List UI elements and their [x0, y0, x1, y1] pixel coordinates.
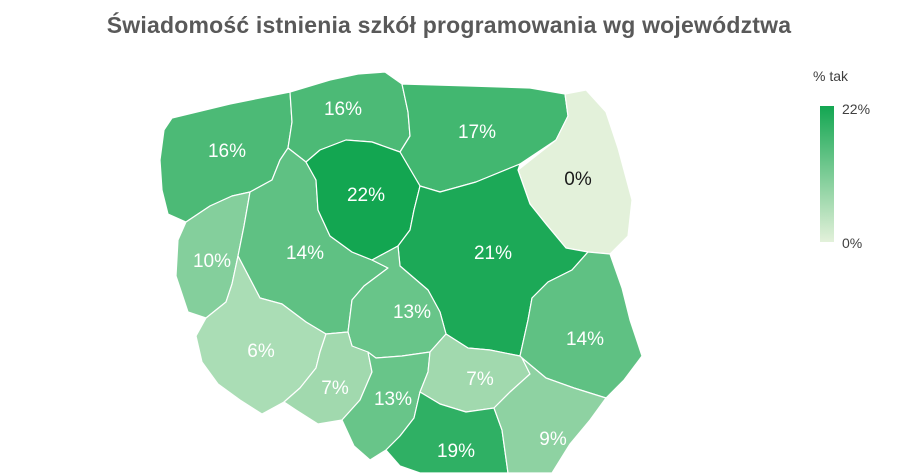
legend-title: % tak: [813, 68, 849, 84]
label-lubuskie: 10%: [193, 251, 231, 272]
label-opolskie: 7%: [321, 378, 349, 399]
region-malopolskie[interactable]: [385, 391, 509, 473]
label-malopolskie: 19%: [437, 441, 475, 462]
legend-max-label: 22%: [842, 101, 871, 117]
label-zachodniopomorskie: 16%: [208, 141, 246, 162]
label-lodzkie: 13%: [393, 302, 431, 323]
label-swietokrzyskie: 7%: [466, 369, 494, 390]
label-pomorskie: 16%: [324, 99, 362, 120]
label-mazowieckie: 21%: [474, 243, 512, 264]
label-lubelskie: 14%: [566, 329, 604, 350]
label-warminsko-mazurskie: 17%: [458, 122, 496, 143]
label-podkarpackie: 9%: [539, 429, 567, 450]
legend-min-label: 0%: [842, 235, 863, 251]
legend-color-scale: [820, 106, 834, 242]
label-wielkopolskie: 14%: [286, 243, 324, 264]
page-title: Świadomość istnienia szkół programowania…: [106, 12, 792, 38]
label-dolnoslaskie: 6%: [247, 341, 275, 362]
region-podkarpackie[interactable]: [493, 357, 607, 473]
label-kujawsko-pomorskie: 22%: [347, 185, 385, 206]
label-slaskie: 13%: [374, 389, 412, 410]
label-podlaskie: 0%: [564, 169, 592, 190]
region-opolskie[interactable]: [283, 331, 373, 425]
